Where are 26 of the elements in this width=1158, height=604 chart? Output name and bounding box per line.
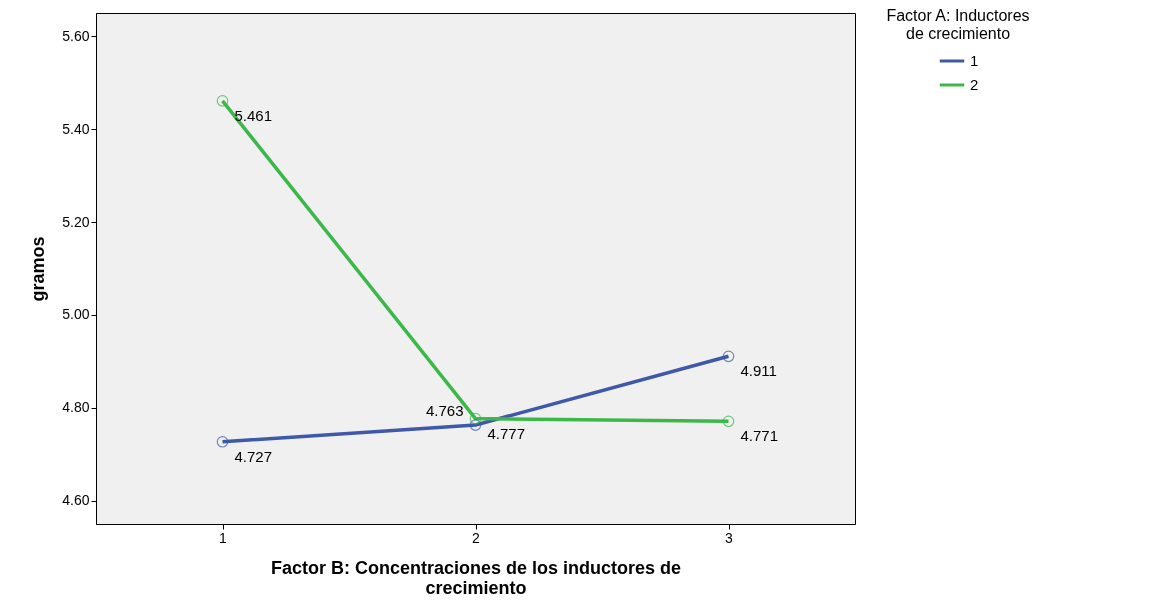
legend-title: Factor A: Inductores de crecimiento [886, 7, 1030, 42]
x-tick-label: 2 [472, 529, 481, 546]
x-axis-title: Factor B: Concentraciones de los inductores de crecimiento [270, 557, 682, 598]
x-tick-label: 1 [219, 529, 228, 546]
point [722, 415, 735, 428]
legend-label: 1 [970, 52, 979, 69]
point [216, 94, 229, 107]
data-label: 5.461 [234, 106, 273, 124]
y-tick-label: 4.60 [62, 492, 90, 509]
data-label: 4.763 [425, 402, 464, 420]
y-tick-label: 5.60 [62, 27, 90, 44]
x-tick-label: 3 [725, 529, 734, 546]
y-tick-label: 5.20 [62, 213, 90, 230]
y-tick-label: 5.00 [62, 306, 90, 323]
y-axis-title: gramos [28, 236, 49, 302]
y-tick-label: 4.80 [62, 399, 90, 416]
y-tick-label: 5.40 [62, 120, 90, 137]
point [469, 412, 482, 425]
data-label: 4.771 [740, 427, 779, 445]
legend-label: 2 [970, 76, 979, 93]
data-label: 4.727 [234, 447, 273, 465]
point [722, 350, 735, 363]
point [216, 435, 229, 448]
point [469, 419, 482, 431]
data-label: 4.911 [740, 362, 777, 380]
data-label: 4.777 [487, 424, 526, 442]
